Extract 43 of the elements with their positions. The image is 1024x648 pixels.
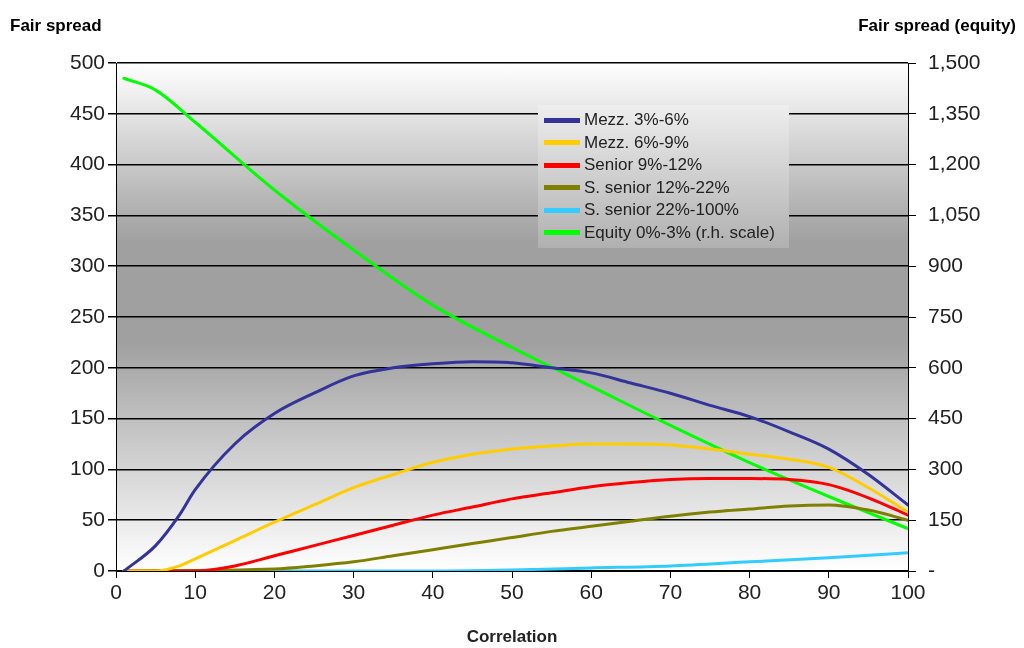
y-tick-label: 250 [69, 303, 105, 327]
y-tick-label: 350 [69, 202, 105, 226]
y2-tick-label: 1,500 [928, 49, 981, 73]
y2-tick-label: 600 [928, 354, 964, 378]
y2-tick-label: 1,350 [928, 100, 981, 124]
y2-tick-label: 300 [928, 456, 964, 480]
x-tick-label: 90 [817, 580, 841, 604]
y2-tick-label: 750 [928, 303, 964, 327]
y-tick-label: 500 [69, 49, 105, 73]
x-tick-label: 10 [183, 580, 207, 604]
x-tick-label: 80 [737, 580, 762, 604]
x-tick-label: 20 [262, 580, 287, 604]
x-axis-title: Correlation [466, 627, 558, 647]
legend-label: S. senior 22%-100% [584, 200, 739, 221]
x-tick-label: 60 [579, 580, 603, 604]
y2-tick-label: 900 [928, 253, 964, 276]
y-tick-label: 400 [69, 151, 105, 175]
y-tick-label: 450 [69, 100, 105, 124]
legend-label: Mezz. 3%-6% [584, 110, 689, 131]
y-tick-label: 150 [69, 405, 105, 429]
y2-axis-title: Fair spread (equity) [858, 16, 1016, 36]
x-tick-label: 70 [658, 580, 683, 604]
x-tick-label: 0 [110, 580, 122, 604]
y-tick-label: 100 [69, 456, 105, 480]
y2-tick-label: - [928, 557, 935, 581]
y-tick-label: 300 [69, 253, 105, 276]
legend-label: Mezz. 6%-9% [584, 132, 689, 153]
legend-label: Equity 0%-3% (r.h. scale) [584, 222, 775, 243]
x-tick-label: 40 [421, 580, 445, 604]
x-tick-label: 30 [341, 580, 366, 604]
y-axis-title: Fair spread [10, 16, 102, 36]
x-tick-label: 50 [500, 580, 524, 604]
x-tick-label: 100 [890, 580, 926, 604]
y2-tick-label: 1,050 [928, 202, 981, 226]
y2-tick-label: 1,200 [928, 151, 981, 175]
y-tick-label: 0 [93, 557, 105, 581]
legend-label: Senior 9%-12% [584, 155, 703, 176]
y2-tick-label: 150 [928, 507, 964, 530]
y-tick-label: 200 [69, 354, 105, 378]
legend-label: S. senior 12%-22% [584, 177, 730, 198]
y-tick-label: 50 [81, 507, 105, 530]
line-series [122, 360, 908, 571]
y2-tick-label: 450 [928, 405, 964, 429]
